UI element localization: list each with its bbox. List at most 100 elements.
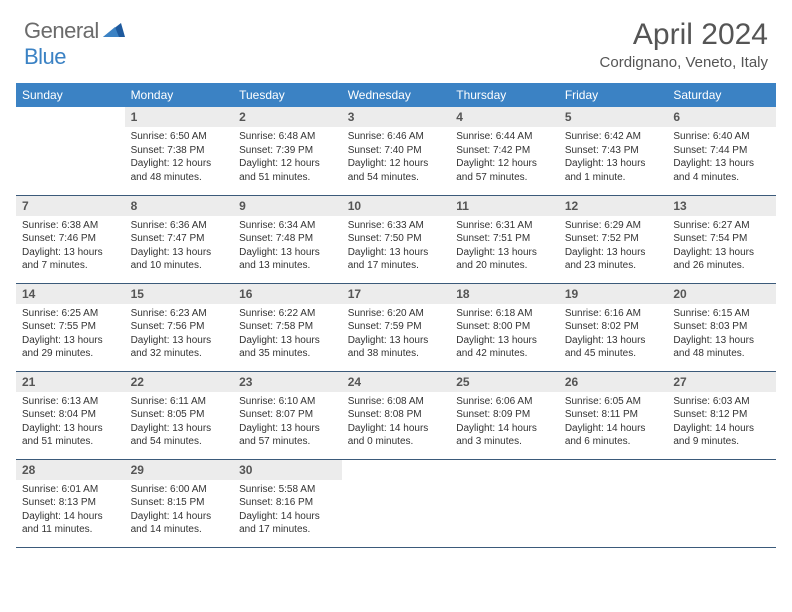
sunrise-text: Sunrise: 6:44 AM bbox=[456, 130, 553, 144]
calendar-cell: 15Sunrise: 6:23 AMSunset: 7:56 PMDayligh… bbox=[125, 283, 234, 371]
sunset-text: Sunset: 8:02 PM bbox=[565, 320, 662, 334]
sunrise-text: Sunrise: 5:58 AM bbox=[239, 483, 336, 497]
sunrise-text: Sunrise: 6:20 AM bbox=[348, 307, 445, 321]
calendar-row: 7Sunrise: 6:38 AMSunset: 7:46 PMDaylight… bbox=[16, 195, 776, 283]
sunrise-text: Sunrise: 6:18 AM bbox=[456, 307, 553, 321]
day-body: Sunrise: 6:00 AMSunset: 8:15 PMDaylight:… bbox=[125, 480, 234, 541]
calendar-cell: 11Sunrise: 6:31 AMSunset: 7:51 PMDayligh… bbox=[450, 195, 559, 283]
sunrise-text: Sunrise: 6:31 AM bbox=[456, 219, 553, 233]
day-number: 6 bbox=[667, 107, 776, 127]
day-body: Sunrise: 6:38 AMSunset: 7:46 PMDaylight:… bbox=[16, 216, 125, 277]
sunset-text: Sunset: 8:08 PM bbox=[348, 408, 445, 422]
day-body: Sunrise: 6:33 AMSunset: 7:50 PMDaylight:… bbox=[342, 216, 451, 277]
calendar-row: 14Sunrise: 6:25 AMSunset: 7:55 PMDayligh… bbox=[16, 283, 776, 371]
calendar-cell: 23Sunrise: 6:10 AMSunset: 8:07 PMDayligh… bbox=[233, 371, 342, 459]
sunset-text: Sunset: 8:09 PM bbox=[456, 408, 553, 422]
day-number: 16 bbox=[233, 284, 342, 304]
calendar-cell: 10Sunrise: 6:33 AMSunset: 7:50 PMDayligh… bbox=[342, 195, 451, 283]
calendar-cell: 1Sunrise: 6:50 AMSunset: 7:38 PMDaylight… bbox=[125, 107, 234, 195]
day-number: 24 bbox=[342, 372, 451, 392]
day-body bbox=[450, 480, 559, 487]
day-body: Sunrise: 6:48 AMSunset: 7:39 PMDaylight:… bbox=[233, 127, 342, 188]
sunset-text: Sunset: 8:05 PM bbox=[131, 408, 228, 422]
sunrise-text: Sunrise: 6:46 AM bbox=[348, 130, 445, 144]
daylight-text: Daylight: 13 hours and 42 minutes. bbox=[456, 334, 553, 361]
day-body bbox=[16, 127, 125, 134]
calendar-cell: 27Sunrise: 6:03 AMSunset: 8:12 PMDayligh… bbox=[667, 371, 776, 459]
daylight-text: Daylight: 14 hours and 0 minutes. bbox=[348, 422, 445, 449]
weekday-header: Monday bbox=[125, 83, 234, 107]
day-number: 21 bbox=[16, 372, 125, 392]
sunset-text: Sunset: 8:00 PM bbox=[456, 320, 553, 334]
day-body: Sunrise: 6:16 AMSunset: 8:02 PMDaylight:… bbox=[559, 304, 668, 365]
daylight-text: Daylight: 13 hours and 57 minutes. bbox=[239, 422, 336, 449]
month-title: April 2024 bbox=[600, 18, 768, 52]
sunrise-text: Sunrise: 6:38 AM bbox=[22, 219, 119, 233]
daylight-text: Daylight: 13 hours and 10 minutes. bbox=[131, 246, 228, 273]
calendar-cell: 26Sunrise: 6:05 AMSunset: 8:11 PMDayligh… bbox=[559, 371, 668, 459]
sunset-text: Sunset: 7:44 PM bbox=[673, 144, 770, 158]
calendar-cell: 14Sunrise: 6:25 AMSunset: 7:55 PMDayligh… bbox=[16, 283, 125, 371]
calendar-cell: 17Sunrise: 6:20 AMSunset: 7:59 PMDayligh… bbox=[342, 283, 451, 371]
day-body: Sunrise: 6:46 AMSunset: 7:40 PMDaylight:… bbox=[342, 127, 451, 188]
day-body: Sunrise: 6:50 AMSunset: 7:38 PMDaylight:… bbox=[125, 127, 234, 188]
day-body: Sunrise: 6:18 AMSunset: 8:00 PMDaylight:… bbox=[450, 304, 559, 365]
day-number: 5 bbox=[559, 107, 668, 127]
sunrise-text: Sunrise: 6:05 AM bbox=[565, 395, 662, 409]
daylight-text: Daylight: 13 hours and 20 minutes. bbox=[456, 246, 553, 273]
day-number: 29 bbox=[125, 460, 234, 480]
day-body: Sunrise: 6:08 AMSunset: 8:08 PMDaylight:… bbox=[342, 392, 451, 453]
calendar-cell: 28Sunrise: 6:01 AMSunset: 8:13 PMDayligh… bbox=[16, 459, 125, 547]
daylight-text: Daylight: 14 hours and 11 minutes. bbox=[22, 510, 119, 537]
day-number: 4 bbox=[450, 107, 559, 127]
sunset-text: Sunset: 7:43 PM bbox=[565, 144, 662, 158]
sunrise-text: Sunrise: 6:48 AM bbox=[239, 130, 336, 144]
sunset-text: Sunset: 7:51 PM bbox=[456, 232, 553, 246]
daylight-text: Daylight: 12 hours and 51 minutes. bbox=[239, 157, 336, 184]
sunrise-text: Sunrise: 6:33 AM bbox=[348, 219, 445, 233]
sunset-text: Sunset: 7:46 PM bbox=[22, 232, 119, 246]
daylight-text: Daylight: 13 hours and 48 minutes. bbox=[673, 334, 770, 361]
sunrise-text: Sunrise: 6:00 AM bbox=[131, 483, 228, 497]
day-number: 1 bbox=[125, 107, 234, 127]
day-number: 19 bbox=[559, 284, 668, 304]
day-body: Sunrise: 6:10 AMSunset: 8:07 PMDaylight:… bbox=[233, 392, 342, 453]
daylight-text: Daylight: 13 hours and 1 minute. bbox=[565, 157, 662, 184]
day-body: Sunrise: 6:23 AMSunset: 7:56 PMDaylight:… bbox=[125, 304, 234, 365]
sunset-text: Sunset: 7:42 PM bbox=[456, 144, 553, 158]
daylight-text: Daylight: 13 hours and 35 minutes. bbox=[239, 334, 336, 361]
day-body: Sunrise: 6:05 AMSunset: 8:11 PMDaylight:… bbox=[559, 392, 668, 453]
day-body: Sunrise: 6:22 AMSunset: 7:58 PMDaylight:… bbox=[233, 304, 342, 365]
day-number: 15 bbox=[125, 284, 234, 304]
day-body: Sunrise: 5:58 AMSunset: 8:16 PMDaylight:… bbox=[233, 480, 342, 541]
calendar-cell: 22Sunrise: 6:11 AMSunset: 8:05 PMDayligh… bbox=[125, 371, 234, 459]
daylight-text: Daylight: 14 hours and 17 minutes. bbox=[239, 510, 336, 537]
sunset-text: Sunset: 8:15 PM bbox=[131, 496, 228, 510]
day-body: Sunrise: 6:15 AMSunset: 8:03 PMDaylight:… bbox=[667, 304, 776, 365]
weekday-header: Thursday bbox=[450, 83, 559, 107]
sunset-text: Sunset: 8:11 PM bbox=[565, 408, 662, 422]
day-number: 25 bbox=[450, 372, 559, 392]
daylight-text: Daylight: 13 hours and 13 minutes. bbox=[239, 246, 336, 273]
sunset-text: Sunset: 7:47 PM bbox=[131, 232, 228, 246]
weekday-header-row: Sunday Monday Tuesday Wednesday Thursday… bbox=[16, 83, 776, 107]
calendar-cell: 5Sunrise: 6:42 AMSunset: 7:43 PMDaylight… bbox=[559, 107, 668, 195]
daylight-text: Daylight: 13 hours and 32 minutes. bbox=[131, 334, 228, 361]
calendar-cell: 6Sunrise: 6:40 AMSunset: 7:44 PMDaylight… bbox=[667, 107, 776, 195]
day-body: Sunrise: 6:29 AMSunset: 7:52 PMDaylight:… bbox=[559, 216, 668, 277]
calendar-cell: 24Sunrise: 6:08 AMSunset: 8:08 PMDayligh… bbox=[342, 371, 451, 459]
calendar-cell: 16Sunrise: 6:22 AMSunset: 7:58 PMDayligh… bbox=[233, 283, 342, 371]
calendar-cell: 21Sunrise: 6:13 AMSunset: 8:04 PMDayligh… bbox=[16, 371, 125, 459]
calendar-cell: 19Sunrise: 6:16 AMSunset: 8:02 PMDayligh… bbox=[559, 283, 668, 371]
sunrise-text: Sunrise: 6:29 AM bbox=[565, 219, 662, 233]
day-body: Sunrise: 6:06 AMSunset: 8:09 PMDaylight:… bbox=[450, 392, 559, 453]
sunset-text: Sunset: 7:50 PM bbox=[348, 232, 445, 246]
sunrise-text: Sunrise: 6:11 AM bbox=[131, 395, 228, 409]
sunset-text: Sunset: 7:54 PM bbox=[673, 232, 770, 246]
logo-text-general: General bbox=[24, 18, 99, 44]
calendar-cell: 25Sunrise: 6:06 AMSunset: 8:09 PMDayligh… bbox=[450, 371, 559, 459]
calendar-table: Sunday Monday Tuesday Wednesday Thursday… bbox=[16, 83, 776, 548]
day-body: Sunrise: 6:11 AMSunset: 8:05 PMDaylight:… bbox=[125, 392, 234, 453]
sunset-text: Sunset: 7:59 PM bbox=[348, 320, 445, 334]
day-body: Sunrise: 6:03 AMSunset: 8:12 PMDaylight:… bbox=[667, 392, 776, 453]
